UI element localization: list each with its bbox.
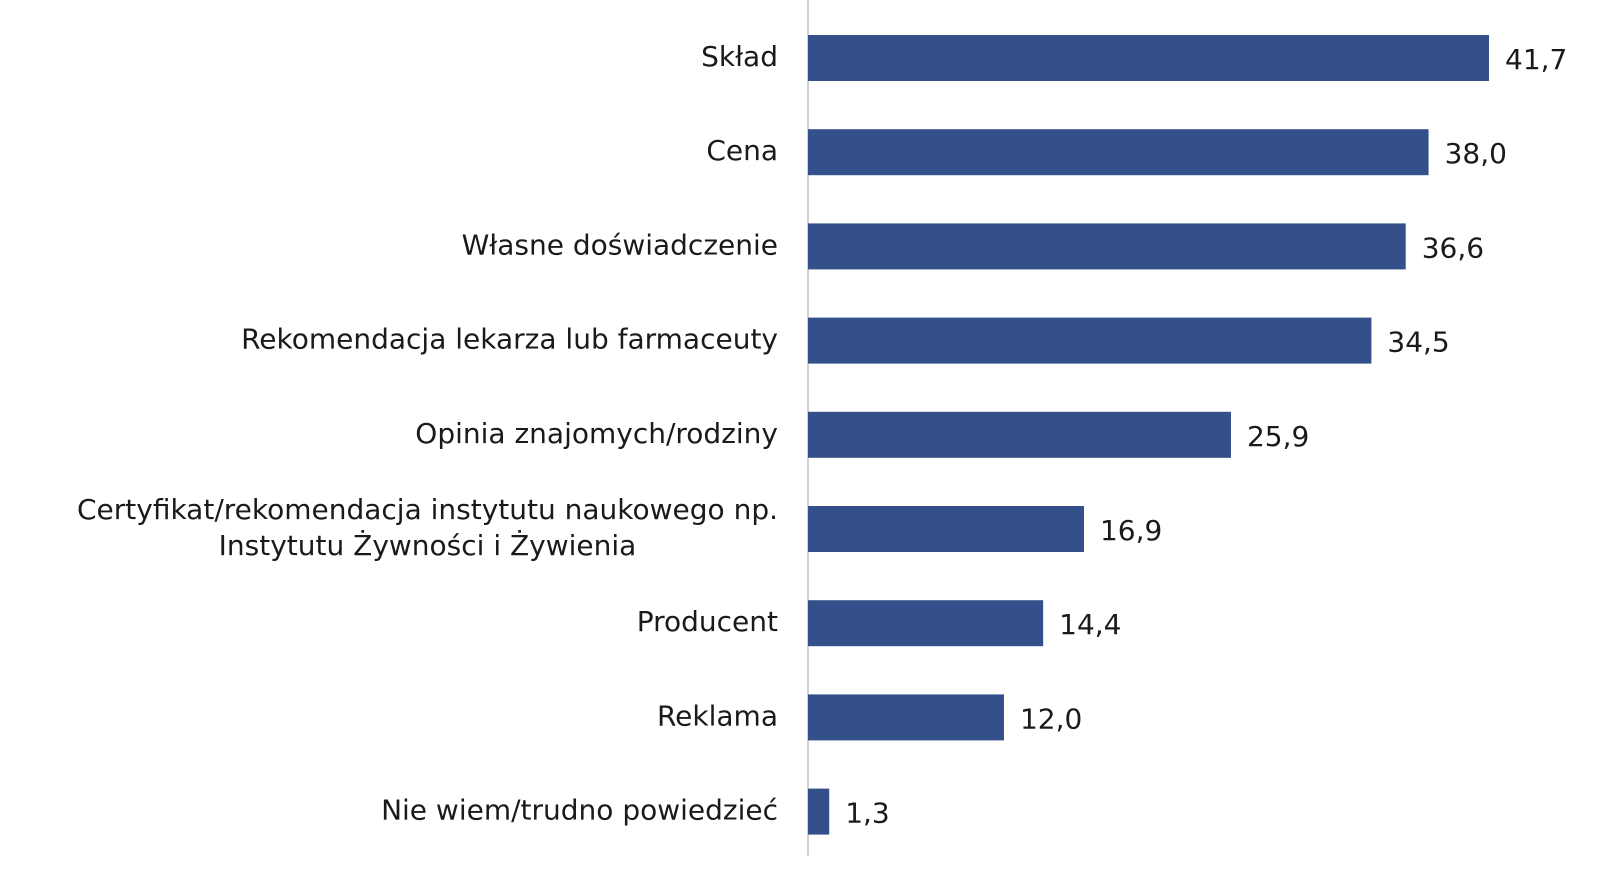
category-label: Producent: [637, 605, 778, 638]
bar: [808, 317, 1372, 364]
category-label: Nie wiem/trudno powiedzieć: [381, 794, 778, 827]
bar: [808, 694, 1004, 741]
category-label: Skład: [701, 40, 778, 73]
category-label: Własne doświadczenie: [462, 228, 778, 261]
value-label: 41,7: [1505, 43, 1567, 76]
value-label: 14,4: [1059, 608, 1121, 641]
value-label: 12,0: [1020, 702, 1082, 735]
category-label: Rekomendacja lekarza lub farmaceuty: [241, 323, 778, 356]
bar: [808, 129, 1429, 176]
category-label: Opinia znajomych/rodziny: [415, 417, 778, 450]
bar: [808, 35, 1489, 81]
bar: [808, 600, 1044, 647]
value-label: 38,0: [1445, 137, 1507, 170]
value-label: 16,9: [1100, 514, 1162, 547]
bar: [808, 223, 1406, 270]
value-label: 34,5: [1387, 326, 1449, 359]
category-label: Reklama: [657, 699, 778, 732]
value-label: 36,6: [1422, 231, 1484, 264]
bar: [808, 506, 1084, 552]
value-label: 25,9: [1247, 420, 1309, 453]
bar: [808, 411, 1231, 458]
value-label: 1,3: [845, 797, 890, 830]
bar: [808, 788, 830, 835]
category-label: Certyfikat/rekomendacja instytutu naukow…: [77, 493, 778, 562]
category-label: Cena: [706, 134, 778, 167]
